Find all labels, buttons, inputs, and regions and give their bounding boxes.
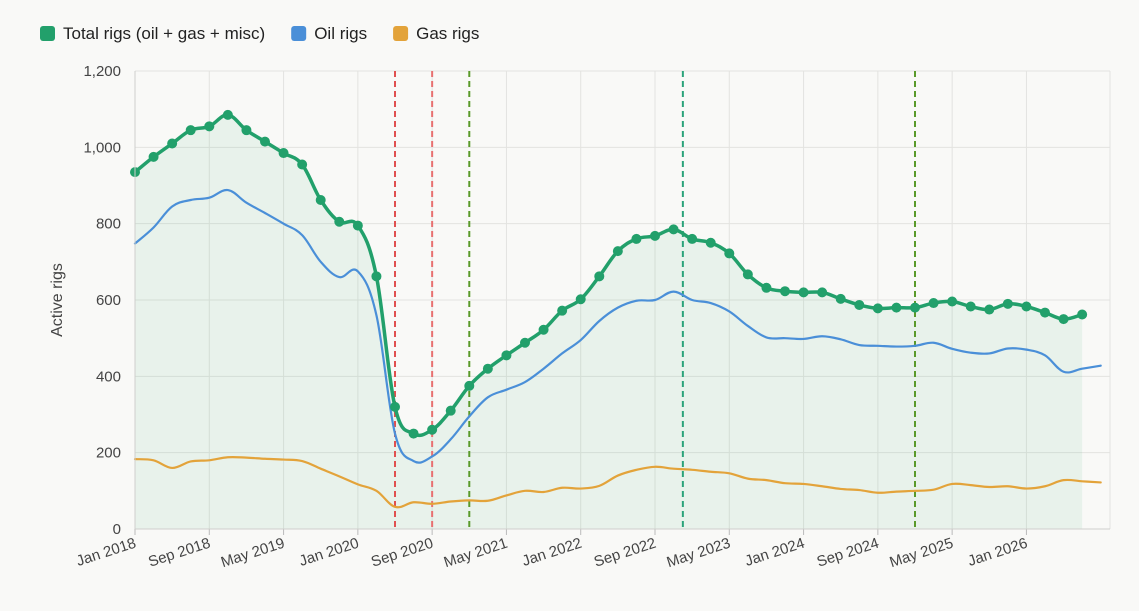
series-point <box>1058 314 1069 325</box>
legend-swatch <box>40 26 55 41</box>
y-tick-label: 200 <box>96 445 121 462</box>
series-point <box>668 224 679 235</box>
y-axis-title: Active rigs <box>49 263 66 337</box>
series-line <box>133 455 1102 509</box>
series-line <box>133 113 1084 438</box>
series-points <box>130 109 1088 439</box>
series-point <box>278 148 289 159</box>
series-point <box>371 271 382 282</box>
series-point <box>427 424 438 435</box>
series-point <box>575 294 586 305</box>
series-point <box>520 337 530 348</box>
y-tick-label: 0 <box>113 521 121 538</box>
series-point <box>854 299 865 310</box>
series-point <box>352 220 363 231</box>
x-tick-label: Sep 2024 <box>815 535 881 571</box>
series-point <box>817 287 828 298</box>
x-tick-label: May 2023 <box>665 535 733 572</box>
legend-label: Total rigs (oil + gas + misc) <box>63 24 265 43</box>
series-point <box>910 302 920 313</box>
x-tick-label: Jan 2024 <box>743 535 807 570</box>
y-tick-label: 400 <box>96 368 121 385</box>
series-point <box>297 159 308 170</box>
series-point <box>334 216 345 227</box>
series-point <box>1077 309 1088 320</box>
series-point <box>780 286 790 297</box>
legend-label: Oil rigs <box>314 24 367 43</box>
x-tick-label: May 2025 <box>887 535 955 572</box>
series-point <box>798 287 809 298</box>
series-point <box>835 293 846 304</box>
legend: Total rigs (oil + gas + misc) Oil rigs Gas… <box>40 24 479 43</box>
legend-swatch <box>291 26 307 41</box>
series-point <box>612 246 623 257</box>
y-tick-label: 1,200 <box>83 63 121 80</box>
series-point <box>445 405 456 416</box>
total-area-fill <box>135 114 1083 529</box>
series-point <box>705 237 716 248</box>
series-point <box>631 233 642 244</box>
legend-swatch <box>393 26 409 41</box>
series-point <box>687 233 698 244</box>
x-tick-label: Sep 2020 <box>369 535 435 571</box>
x-tick-label: Sep 2022 <box>592 535 658 571</box>
y-tick-label: 800 <box>96 216 121 233</box>
series-point <box>148 151 159 162</box>
series-point <box>482 363 493 374</box>
series-point <box>1021 301 1032 312</box>
y-tick-label: 1,000 <box>83 139 121 156</box>
series-point <box>185 125 196 136</box>
series-point <box>260 136 270 147</box>
series-point <box>761 282 772 293</box>
series-point <box>1002 298 1013 309</box>
x-tick-label: Jan 2018 <box>74 535 138 570</box>
series-point <box>724 248 735 259</box>
series-area-fill <box>135 114 1083 529</box>
x-tick-label: Sep 2018 <box>146 535 212 571</box>
series-point <box>947 296 958 307</box>
series-point <box>501 350 512 361</box>
series-point <box>594 271 605 282</box>
series-point <box>650 230 660 241</box>
x-tick-label: Jan 2020 <box>297 535 361 570</box>
x-tick-label: May 2021 <box>442 535 510 572</box>
series-point <box>965 301 976 312</box>
series-point <box>928 298 939 309</box>
series-point <box>167 138 178 149</box>
series-lines <box>133 113 1102 509</box>
series-point <box>204 121 215 132</box>
series-point <box>984 304 995 315</box>
series-point <box>222 109 233 120</box>
series-point <box>538 324 549 335</box>
series-line <box>133 188 1102 464</box>
series-point <box>1040 307 1050 318</box>
series-point <box>315 195 326 206</box>
series-point <box>241 125 252 136</box>
series-point <box>742 269 753 280</box>
series-point <box>872 303 883 314</box>
x-tick-label: May 2019 <box>219 535 287 572</box>
series-point <box>464 380 475 391</box>
vertical-markers <box>394 71 916 529</box>
y-tick-label: 600 <box>96 292 121 309</box>
series-point <box>557 305 568 316</box>
series-point <box>390 401 400 412</box>
x-tick-label: Jan 2022 <box>520 535 584 570</box>
series-point <box>891 302 902 313</box>
legend-label: Gas rigs <box>416 24 479 43</box>
series-point <box>408 428 419 439</box>
x-tick-label: Jan 2026 <box>966 535 1030 570</box>
